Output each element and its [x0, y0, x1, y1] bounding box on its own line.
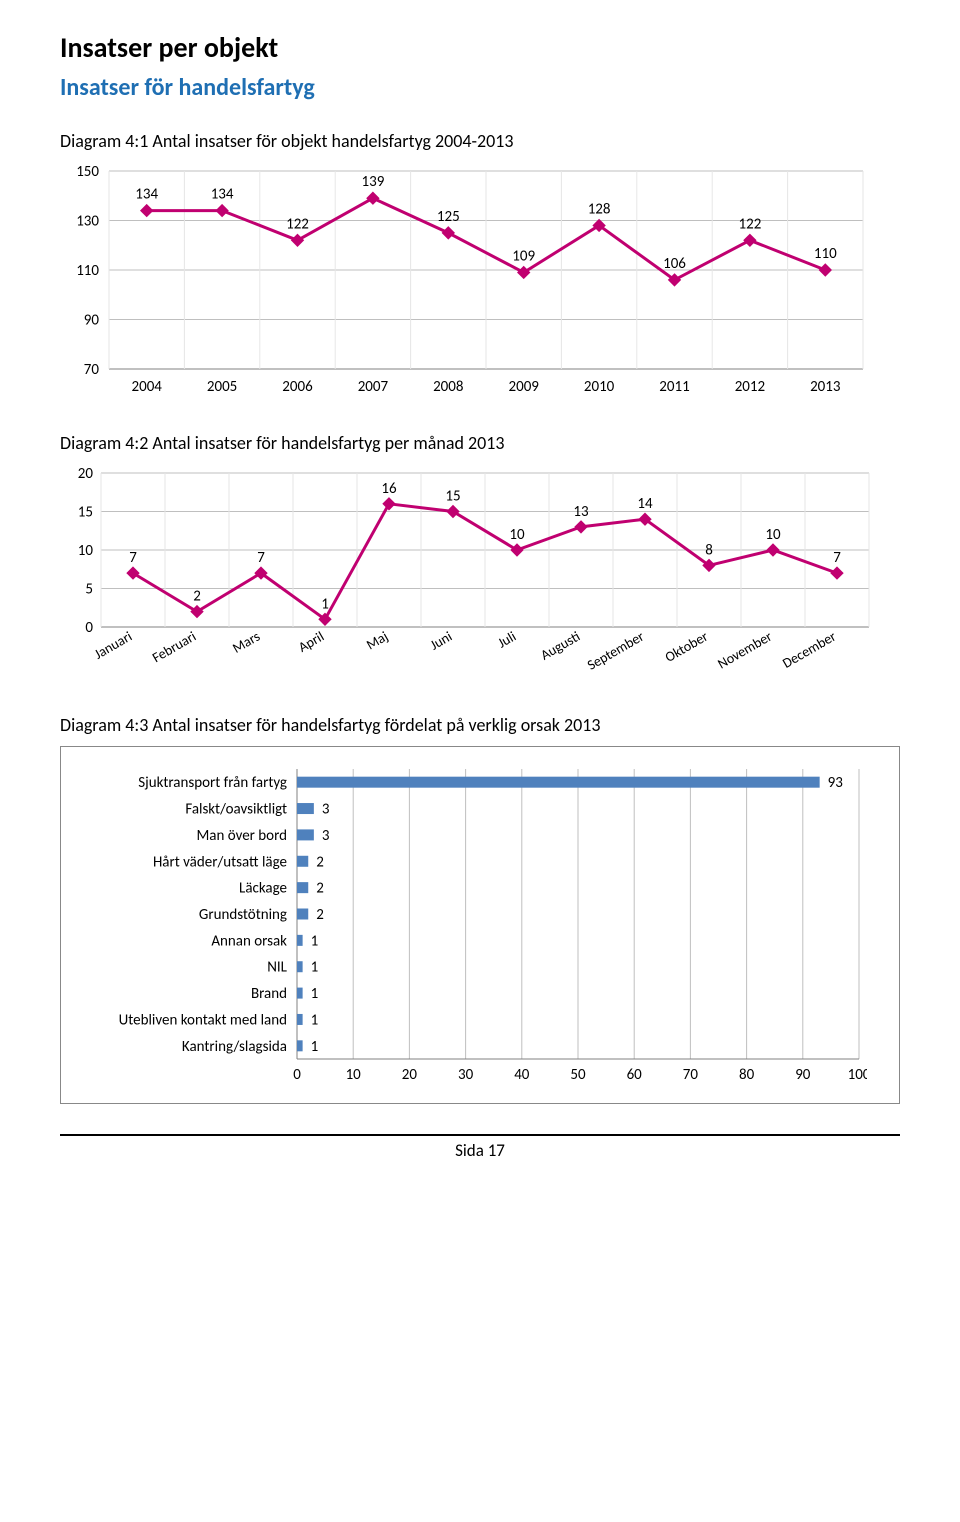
chart2: 0 5 10 15 20 7 2 7 1 16 15 10 13 14 8 10 7 Januari Februar… [60, 464, 900, 686]
svg-text:Augusti: Augusti [538, 628, 583, 664]
svg-text:106: 106 [663, 255, 686, 273]
svg-text:Januari: Januari [91, 628, 135, 663]
svg-text:NIL: NIL [267, 959, 287, 977]
svg-text:93: 93 [828, 774, 844, 792]
chart3-caption: Diagram 4:3 Antal insatser för handelsfa… [60, 714, 900, 736]
svg-text:Juli: Juli [495, 628, 519, 652]
svg-text:130: 130 [76, 213, 99, 231]
svg-text:November: November [715, 628, 775, 673]
svg-text:2010: 2010 [584, 378, 615, 396]
svg-text:122: 122 [286, 215, 309, 233]
svg-text:Läckage: Läckage [239, 880, 287, 898]
svg-text:1: 1 [321, 595, 329, 613]
svg-text:1: 1 [311, 985, 319, 1003]
svg-text:8: 8 [705, 541, 713, 559]
svg-text:Annan orsak: Annan orsak [211, 932, 287, 950]
svg-text:7: 7 [129, 549, 137, 567]
svg-text:3: 3 [322, 801, 330, 819]
svg-text:1: 1 [311, 1038, 319, 1056]
svg-text:Utebliven kontakt med land: Utebliven kontakt med land [119, 1011, 287, 1029]
svg-text:20: 20 [78, 465, 94, 483]
svg-text:Mars: Mars [230, 628, 263, 657]
svg-text:139: 139 [361, 173, 384, 191]
svg-text:7: 7 [257, 549, 265, 567]
svg-text:40: 40 [514, 1066, 530, 1084]
svg-text:134: 134 [211, 186, 234, 204]
svg-text:100: 100 [848, 1066, 867, 1084]
svg-text:0: 0 [85, 619, 93, 637]
svg-text:13: 13 [573, 503, 589, 521]
svg-text:60: 60 [627, 1066, 643, 1084]
svg-text:10: 10 [346, 1066, 362, 1084]
svg-text:50: 50 [570, 1066, 586, 1084]
svg-text:14: 14 [637, 495, 653, 513]
svg-text:2011: 2011 [659, 378, 689, 396]
svg-text:Oktober: Oktober [662, 628, 711, 666]
svg-text:2012: 2012 [735, 378, 765, 396]
svg-text:2009: 2009 [508, 378, 539, 396]
chart1: 70 90 110 130 150 134 134 122 139 125 109 128 106 122… [60, 162, 900, 404]
svg-text:April: April [295, 628, 327, 656]
svg-text:10: 10 [765, 526, 781, 544]
svg-text:80: 80 [739, 1066, 755, 1084]
svg-text:Falskt/oavsiktligt: Falskt/oavsiktligt [185, 801, 287, 819]
svg-text:Februari: Februari [149, 628, 199, 667]
svg-text:2004: 2004 [131, 378, 162, 396]
svg-text:10: 10 [78, 542, 94, 560]
svg-text:110: 110 [76, 262, 99, 280]
svg-text:Grundstötning: Grundstötning [199, 906, 287, 924]
svg-text:1: 1 [311, 959, 319, 977]
svg-text:70: 70 [84, 361, 100, 379]
svg-text:16: 16 [381, 480, 397, 498]
svg-text:20: 20 [402, 1066, 418, 1084]
svg-text:90: 90 [795, 1066, 811, 1084]
svg-text:2: 2 [316, 906, 324, 924]
page-title-h2: Insatser för handelsfartyg [60, 73, 900, 102]
svg-text:2005: 2005 [207, 378, 237, 396]
svg-text:10: 10 [509, 526, 525, 544]
svg-text:128: 128 [588, 200, 611, 218]
svg-text:Sjuktransport från fartyg: Sjuktransport från fartyg [138, 774, 287, 792]
svg-text:2006: 2006 [282, 378, 313, 396]
svg-text:Brand: Brand [251, 985, 287, 1003]
svg-text:15: 15 [445, 488, 460, 506]
svg-text:Man över bord: Man över bord [196, 827, 287, 845]
svg-text:30: 30 [458, 1066, 474, 1084]
page-footer: Sida 17 [60, 1134, 900, 1161]
svg-text:Juni: Juni [427, 628, 455, 654]
svg-text:122: 122 [738, 215, 761, 233]
svg-text:2013: 2013 [810, 378, 841, 396]
svg-text:3: 3 [322, 827, 330, 845]
svg-text:5: 5 [85, 581, 93, 599]
svg-text:15: 15 [78, 504, 93, 522]
page-title-h1: Insatser per objekt [60, 30, 900, 65]
svg-text:December: December [780, 628, 840, 672]
svg-text:2: 2 [316, 853, 324, 871]
svg-text:2: 2 [193, 588, 201, 606]
svg-text:Hårt väder/utsatt läge: Hårt väder/utsatt läge [153, 853, 287, 871]
chart3: 0 10 20 30 40 50 60 70 80 90 100 93 Sjuktransport fr… [60, 746, 900, 1104]
svg-text:90: 90 [84, 312, 100, 330]
svg-text:Maj: Maj [363, 628, 391, 654]
svg-text:109: 109 [512, 247, 535, 265]
chart2-caption: Diagram 4:2 Antal insatser för handelsfa… [60, 432, 900, 454]
svg-text:2007: 2007 [358, 378, 389, 396]
svg-text:2008: 2008 [433, 378, 463, 396]
footer-text: Sida 17 [455, 1140, 505, 1161]
svg-text:134: 134 [135, 186, 158, 204]
svg-text:125: 125 [437, 208, 460, 226]
svg-text:0: 0 [293, 1066, 301, 1084]
svg-text:110: 110 [814, 245, 837, 263]
svg-text:1: 1 [311, 932, 319, 950]
chart1-caption: Diagram 4:1 Antal insatser för objekt ha… [60, 130, 900, 152]
svg-text:Kantring/slagsida: Kantring/slagsida [182, 1038, 287, 1056]
svg-text:70: 70 [683, 1066, 699, 1084]
svg-text:2: 2 [316, 880, 324, 898]
svg-text:September: September [584, 628, 647, 674]
svg-text:1: 1 [311, 1011, 319, 1029]
svg-text:150: 150 [76, 163, 99, 181]
svg-text:7: 7 [833, 549, 841, 567]
